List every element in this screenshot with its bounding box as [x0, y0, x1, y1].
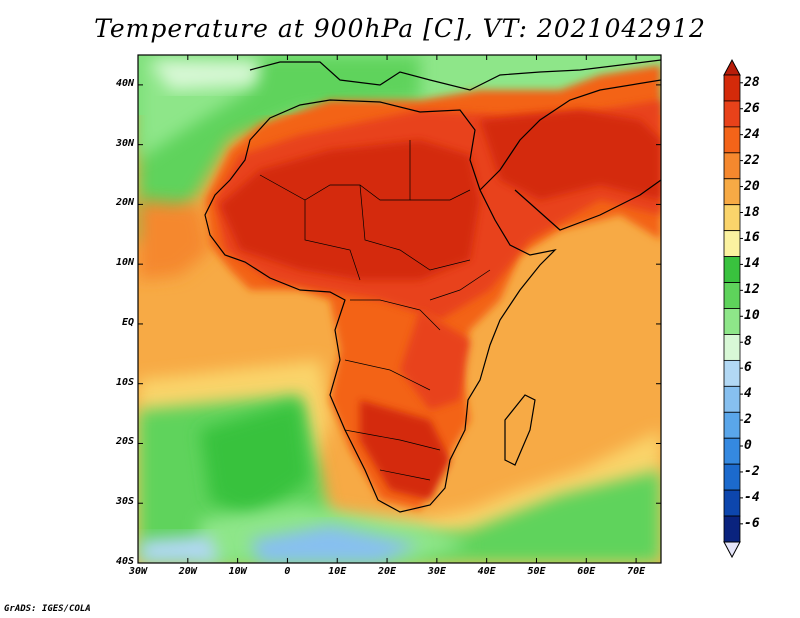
colorbar-swatch: [723, 515, 741, 543]
y-tick-label: 10S: [115, 376, 134, 388]
colorbar-swatch: [723, 152, 741, 180]
y-tick-label: 20N: [115, 197, 134, 209]
colorbar-swatch: [723, 100, 741, 128]
colorbar-swatch: [723, 489, 741, 517]
colorbar-label: 18: [744, 204, 760, 220]
credit-text: GrADS: IGES/COLA: [4, 604, 91, 614]
colorbar-label: 14: [744, 256, 760, 272]
y-tick-marks: [138, 84, 661, 564]
temperature-field: [138, 55, 661, 563]
country-borders: [259, 140, 491, 481]
colorbar-label: -6: [744, 515, 760, 531]
colorbar: [723, 58, 743, 559]
colorbar-under-triangle: [723, 541, 741, 559]
x-tick-label: 0: [284, 566, 291, 577]
colorbar-label: 10: [744, 308, 760, 324]
colorbar-swatch: [723, 308, 741, 335]
colorbar-label: 22: [744, 152, 760, 168]
colorbar-swatch: [723, 204, 741, 232]
x-tick-label: 10W: [228, 566, 247, 577]
x-tick-label: 10E: [328, 566, 347, 577]
y-tick-label: 40S: [115, 556, 134, 567]
x-tick-label: 70E: [627, 566, 646, 577]
x-tick-marks: [137, 55, 637, 563]
plot-frame: [137, 54, 662, 564]
colorbar-label: 12: [744, 282, 760, 298]
colorbar-swatch: [723, 334, 741, 361]
x-tick-label: 60E: [577, 566, 596, 577]
x-tick-label: 40E: [477, 566, 496, 577]
colorbar-swatch: [723, 126, 741, 154]
colorbar-swatch: [723, 411, 741, 439]
x-tick-label: 30E: [427, 566, 446, 577]
y-tick-label: 40N: [115, 77, 134, 89]
colorbar-label: 6: [744, 360, 752, 376]
colorbar-swatch: [723, 359, 741, 387]
colorbar-label: 8: [744, 334, 752, 350]
colorbar-label: 26: [744, 100, 760, 116]
colorbar-label: 2: [744, 412, 752, 428]
colorbar-swatch: [723, 282, 741, 309]
y-tick-label: 30N: [115, 137, 134, 149]
coastlines: [204, 59, 661, 513]
y-tick-label: 20S: [115, 436, 134, 448]
y-tick-label: 10N: [115, 257, 134, 269]
colorbar-label: 24: [744, 126, 760, 142]
colorbar-label: 4: [744, 386, 752, 402]
colorbar-label: -4: [744, 489, 760, 505]
colorbar-swatch: [723, 385, 741, 413]
colorbar-label: 20: [744, 178, 760, 194]
x-tick-label: 20W: [178, 566, 197, 577]
x-tick-label: 20E: [378, 566, 397, 577]
colorbar-over-triangle: [723, 58, 741, 76]
colorbar-swatch: [723, 230, 741, 258]
x-tick-label: 30W: [128, 566, 148, 577]
colorbar-swatch: [723, 463, 741, 491]
y-tick-label: 30S: [115, 496, 134, 508]
colorbar-swatch: [723, 256, 741, 283]
colorbar-label: 0: [744, 438, 752, 453]
colorbar-label: 28: [744, 74, 760, 90]
x-tick-label: 50E: [527, 566, 546, 577]
colorbar-swatch: [723, 178, 741, 206]
colorbar-swatch: [723, 437, 741, 465]
colorbar-swatch: [723, 74, 741, 102]
y-tick-label: EQ: [121, 316, 134, 328]
map-title: Temperature at 900hPa [C], VT: 202104291…: [94, 14, 706, 43]
colorbar-label: 16: [744, 230, 760, 246]
colorbar-label: -2: [744, 463, 760, 479]
